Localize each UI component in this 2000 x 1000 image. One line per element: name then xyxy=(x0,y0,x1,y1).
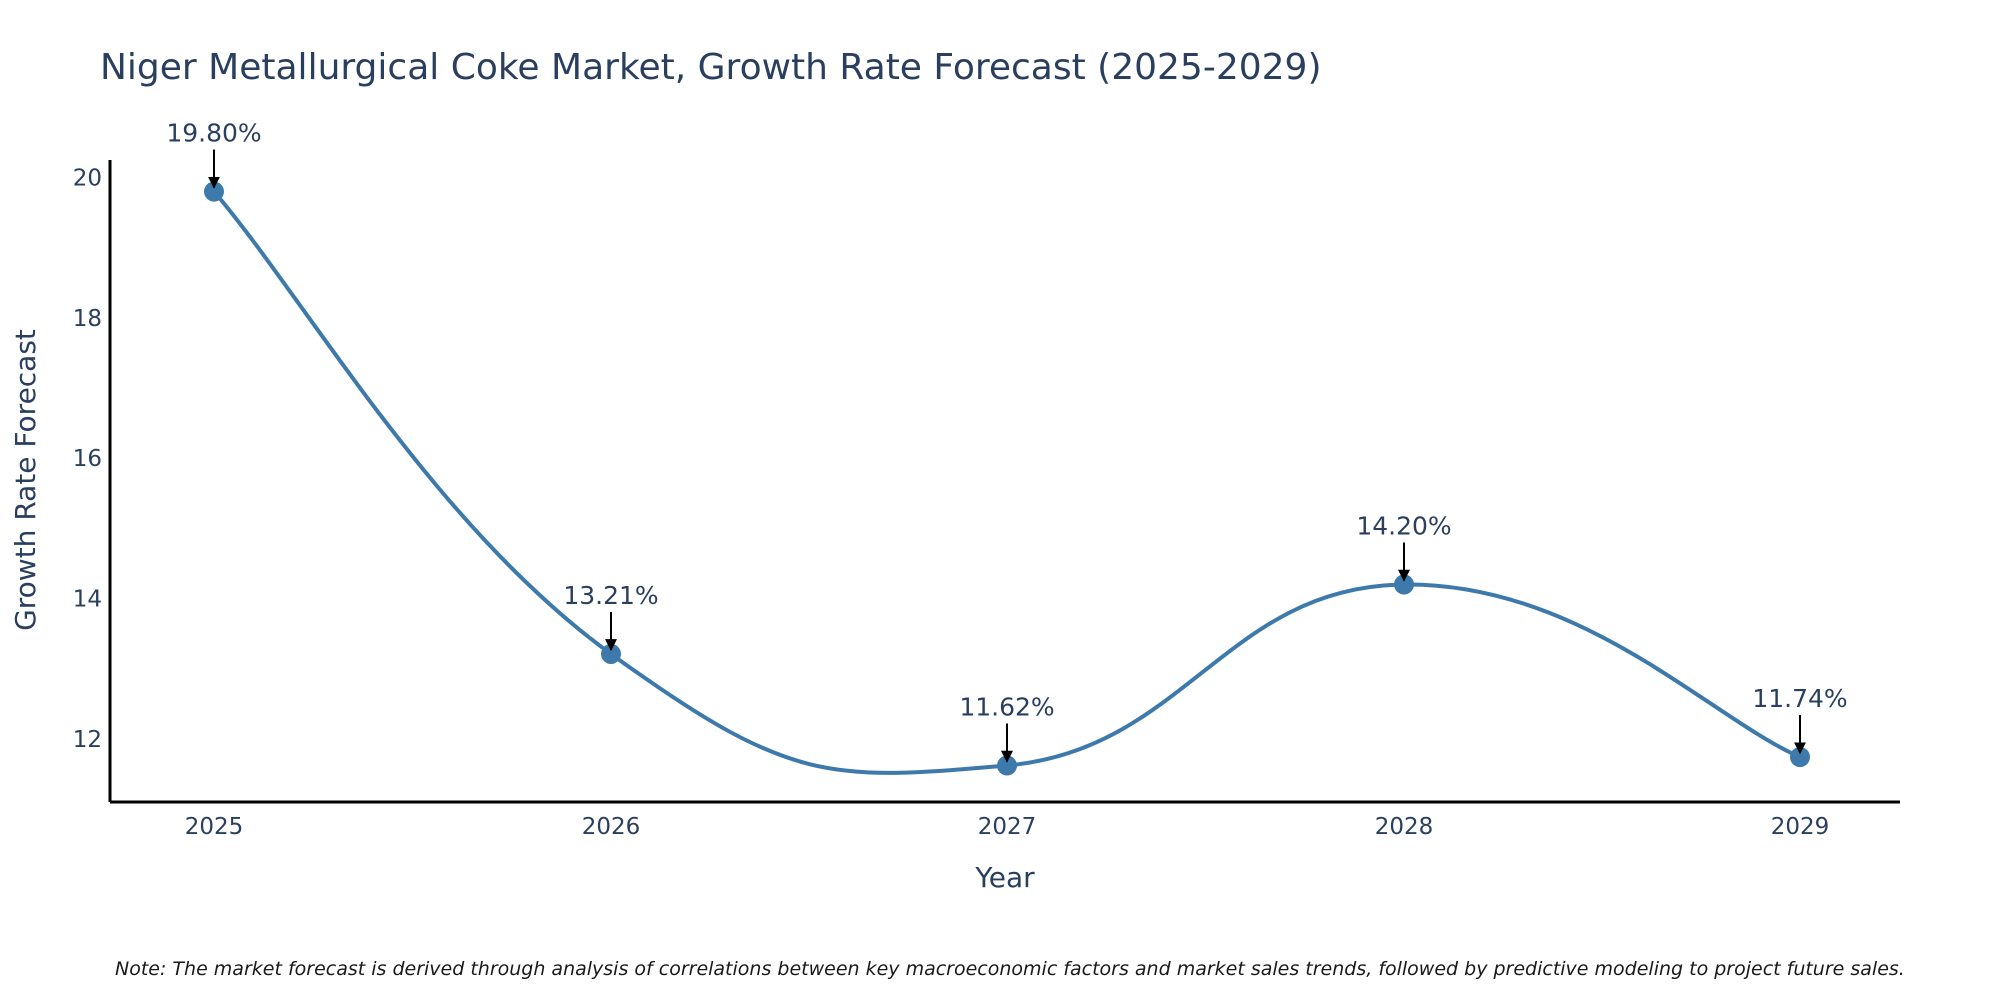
plot-area: 12 14 16 18 20 2025 2026 2027 2028 2029 19.80% 13… xyxy=(73,119,1900,840)
y-axis-ticks: 12 14 16 18 20 xyxy=(73,166,102,753)
data-label: 11.74% xyxy=(1752,684,1847,713)
data-label: 13.21% xyxy=(563,581,658,610)
data-label: 14.20% xyxy=(1356,511,1451,540)
x-tick-label: 2029 xyxy=(1771,814,1830,840)
series-line xyxy=(212,190,1801,775)
x-tick-label: 2025 xyxy=(185,814,244,840)
x-axis-ticks: 2025 2026 2027 2028 2029 xyxy=(185,814,1830,840)
y-tick-label: 20 xyxy=(73,166,102,192)
x-axis-title: Year xyxy=(974,861,1035,894)
y-tick-label: 12 xyxy=(73,727,102,753)
y-axis-title: Growth Rate Forecast xyxy=(9,329,42,631)
chart-title: Niger Metallurgical Coke Market, Growth … xyxy=(100,47,1322,88)
data-label: 19.80% xyxy=(166,119,261,148)
y-tick-label: 18 xyxy=(73,306,102,332)
y-tick-label: 14 xyxy=(73,587,102,613)
data-annotations: 19.80% 13.21% 11.62% 14.20% 11.74% xyxy=(166,119,1848,763)
x-tick-label: 2027 xyxy=(978,814,1037,840)
x-tick-label: 2026 xyxy=(582,814,641,840)
data-points xyxy=(204,181,1810,776)
data-label: 11.62% xyxy=(959,693,1054,722)
y-tick-label: 16 xyxy=(73,446,102,472)
footnote: Note: The market forecast is derived thr… xyxy=(115,958,1905,980)
x-tick-label: 2028 xyxy=(1375,814,1434,840)
